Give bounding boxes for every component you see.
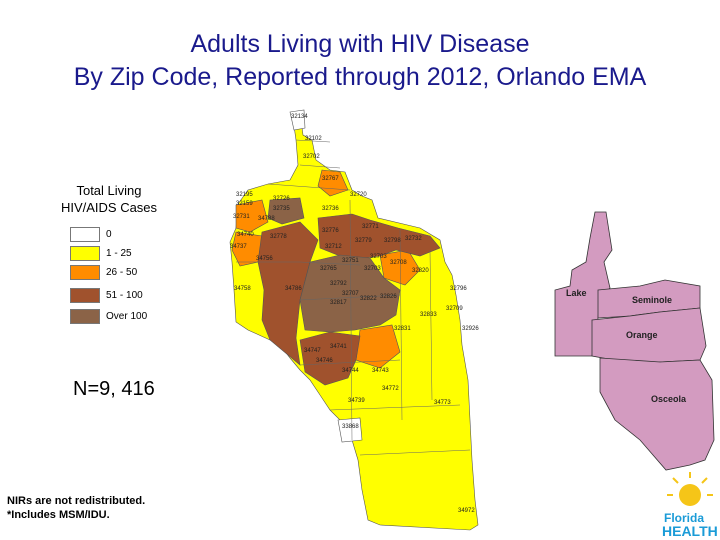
county-inset-map: Lake Seminole Orange Osceola: [554, 211, 715, 471]
zip-label: 34773: [434, 400, 451, 406]
zip-label: 32765: [320, 266, 337, 272]
zip-label: 32709: [446, 306, 463, 312]
legend-label: 1 - 25: [106, 248, 132, 259]
zip-label: 32798: [384, 238, 401, 244]
zip-label: 32708: [390, 260, 407, 266]
legend-label: 0: [106, 229, 112, 240]
total-count: N=9, 416: [73, 378, 155, 400]
zip-label: 32767: [322, 176, 339, 182]
zip-label: 32796: [450, 286, 467, 292]
zip-label: 32702: [303, 154, 320, 160]
zip-label: 34739: [348, 398, 365, 404]
legend-label: Over 100: [106, 311, 148, 322]
florida-health-logo: Florida HEALTH: [662, 472, 718, 539]
zip-label: 32817: [330, 300, 347, 306]
zip-label: 32771: [362, 224, 379, 230]
zip-label: 34786: [285, 286, 302, 292]
zip-label: 32831: [394, 326, 411, 332]
zip-label: 34788: [258, 216, 275, 222]
zip-label: 32195: [236, 192, 253, 198]
zip-label: 34740: [237, 232, 254, 238]
county-label-orange: Orange: [626, 330, 658, 340]
zip-label: 32720: [350, 192, 367, 198]
zip-label: 32792: [330, 281, 347, 287]
zip-label: 32833: [420, 312, 437, 318]
zip-label: 32703: [370, 254, 387, 260]
legend-item: Over 100: [70, 308, 147, 325]
zip-region-brown: [299, 331, 361, 386]
zip-label: 32822: [360, 296, 377, 302]
legend-label: 51 - 100: [106, 290, 143, 301]
zip-label: 32778: [270, 234, 287, 240]
zip-label: 33868: [342, 424, 359, 430]
title-line-1: Adults Living with HIV Disease: [190, 30, 530, 58]
legend-title: Total Living HIV/AIDS Cases: [50, 182, 168, 216]
legend-title-line-1: Total Living: [76, 183, 142, 198]
zip-label: 34758: [234, 286, 251, 292]
zip-region-white: [289, 109, 306, 131]
zip-label: 32707: [342, 291, 359, 297]
legend-item: 51 - 100: [70, 287, 143, 304]
zip-label: 32726: [273, 196, 290, 202]
zip-labels: 32134 32102 32702 32767 32195 32159 3272…: [230, 114, 479, 514]
zip-label: 34744: [342, 368, 359, 374]
legend-item: 26 - 50: [70, 264, 137, 281]
zip-region-dark-brown: [299, 254, 401, 333]
legend-item: 1 - 25: [70, 245, 132, 262]
county-label-seminole: Seminole: [632, 295, 672, 305]
legend-title-line-2: HIV/AIDS Cases: [60, 200, 158, 215]
zip-label: 34743: [372, 368, 389, 374]
legend-swatch: [70, 309, 100, 324]
zip-label: 32703: [364, 266, 381, 272]
zip-label: 34741: [330, 344, 347, 350]
zip-region-orange: [231, 231, 263, 267]
zip-label: 32776: [322, 228, 339, 234]
legend-swatch: [70, 265, 100, 280]
zip-label: 34772: [382, 386, 399, 392]
zip-label: 32159: [236, 201, 253, 207]
zip-region-orange: [235, 199, 269, 233]
zip-label: 32134: [291, 114, 308, 120]
zip-label: 32826: [380, 294, 397, 300]
zip-label: 32712: [325, 244, 342, 250]
zip-label: 34756: [256, 256, 273, 262]
legend-label: 26 - 50: [106, 267, 138, 278]
zip-code-map: [229, 109, 479, 531]
sun-icon: [667, 472, 713, 506]
zip-label: 32731: [233, 214, 250, 220]
legend-swatch: [70, 288, 100, 303]
zip-label: 32751: [342, 258, 359, 264]
legend-swatch: [70, 227, 100, 242]
legend-item: 0: [70, 226, 112, 243]
county-label-lake: Lake: [566, 288, 587, 298]
footnote: NIRs are not redistributed. *Includes MS…: [7, 494, 145, 522]
zip-label: 32926: [462, 326, 479, 332]
county-label-osceola: Osceola: [651, 394, 687, 404]
logo-line-1: Florida: [664, 511, 704, 525]
zip-label: 32820: [412, 268, 429, 274]
footnote-line-1: NIRs are not redistributed.: [7, 495, 146, 507]
zip-label: 34747: [304, 348, 321, 354]
title-line-2: By Zip Code, Reported through 2012, Orla…: [73, 63, 647, 91]
zip-label: 32779: [355, 238, 372, 244]
footnote-line-2: *Includes MSM/IDU.: [7, 509, 110, 521]
legend-swatch: [70, 246, 100, 261]
map-title: Adults Living with HIV Disease By Zip Co…: [0, 28, 720, 94]
zip-region-dark-brown: [267, 197, 305, 225]
zip-label: 34737: [230, 244, 247, 250]
zip-label: 34746: [316, 358, 333, 364]
county-osceola: [599, 357, 715, 471]
zip-label: 32736: [322, 206, 339, 212]
zip-label: 32732: [405, 236, 422, 242]
zip-region-white: [337, 417, 363, 443]
logo-line-2: HEALTH: [662, 523, 718, 539]
zip-label: 32735: [273, 206, 290, 212]
zip-label: 32102: [305, 136, 322, 142]
zip-label: 34972: [458, 508, 475, 514]
